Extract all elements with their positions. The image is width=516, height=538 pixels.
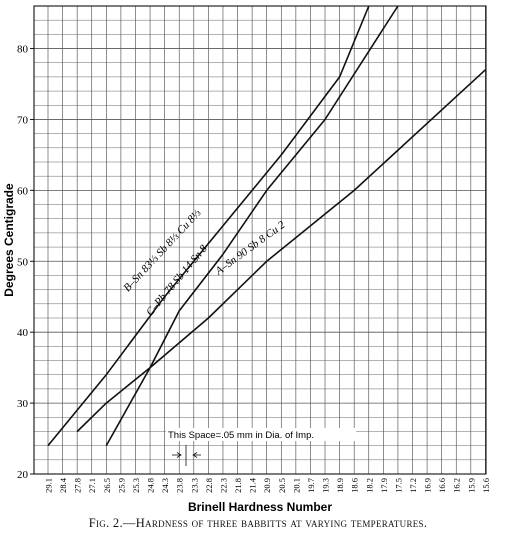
x-axis-label: Brinell Hardness Number [188, 500, 332, 514]
x-tick-label: 19.7 [306, 478, 316, 493]
x-tick-label: 24.8 [146, 478, 156, 493]
figure-caption: Fig. 2.—Hardness of three babbitts at va… [88, 516, 428, 530]
space-annotation-text: This Space=.05 mm in Dia. of Imp. [168, 430, 314, 441]
x-tick-label: 26.5 [102, 478, 112, 493]
x-tick-label: 20.5 [277, 478, 287, 493]
x-tick-label: 18.6 [350, 478, 360, 493]
x-tick-label: 18.2 [364, 478, 374, 493]
series-lines [47, 5, 486, 447]
x-tick-label: 28.4 [58, 477, 68, 493]
y-tick-label: 80 [17, 44, 29, 56]
x-tick-label: 16.6 [437, 478, 447, 493]
grid [34, 5, 486, 475]
x-tick-label: 21.4 [248, 477, 258, 493]
x-tick-label: 15.6 [481, 478, 491, 493]
x-tick-label: 22.3 [218, 478, 228, 493]
x-tick-label: 29.1 [44, 478, 54, 493]
series-line-a [76, 69, 486, 433]
y-tick-label: 30 [17, 398, 29, 410]
x-tick-label: 20.9 [262, 478, 272, 493]
x-tick-label: 24.3 [160, 478, 170, 493]
x-tick-label: 17.9 [379, 478, 389, 493]
x-tick-label: 22.8 [204, 478, 214, 493]
x-tick-label: 16.9 [423, 478, 433, 493]
x-tick-label: 21.8 [233, 478, 243, 493]
x-axis: 29.1 28.4 27.8 27.1 26.5 25.9 25.3 24.8 24.3 23.8… [44, 477, 491, 493]
x-tick-label: 20.1 [291, 478, 301, 493]
y-tick-label: 40 [17, 327, 29, 339]
y-tick-label: 50 [17, 256, 29, 268]
y-axis-label: Degrees Centigrade [2, 183, 16, 297]
figure-caption-prefix: F [88, 516, 96, 530]
x-tick-label: 25.3 [131, 478, 141, 493]
series-label-a: A–Sn 90 Sb 8 Cu 2 [213, 219, 288, 278]
y-tick-label: 20 [17, 469, 29, 481]
x-tick-label: 23.3 [189, 478, 199, 493]
space-arrows [172, 445, 201, 466]
series-line-b [47, 5, 370, 447]
series-labels: B–Sn 83⅓ Sb 8⅓ Cu 8⅓C–Pb 78 Sb 14 Sn 8 A–… [121, 207, 287, 318]
space-annotation: This Space=.05 mm in Dia. of Imp. [166, 428, 356, 466]
y-axis: 20 30 40 50 60 70 80 [17, 44, 34, 481]
x-tick-label: 17.2 [408, 478, 418, 493]
x-tick-label: 18.9 [335, 478, 345, 493]
x-tick-label: 27.8 [73, 478, 83, 493]
y-tick-label: 60 [17, 185, 29, 197]
x-tick-label: 15.9 [466, 478, 476, 493]
x-tick-label: 27.1 [87, 478, 97, 493]
plot-frame [33, 5, 487, 475]
x-tick-label: 23.8 [175, 478, 185, 493]
series-label-b: B–Sn 83⅓ Sb 8⅓ Cu 8⅓ [121, 207, 204, 294]
x-tick-label: 25.9 [116, 478, 126, 493]
x-tick-label: 17.5 [393, 478, 403, 493]
y-tick-label: 70 [17, 114, 29, 126]
x-tick-label: 16.2 [452, 478, 462, 493]
x-tick-label: 19.3 [321, 478, 331, 493]
